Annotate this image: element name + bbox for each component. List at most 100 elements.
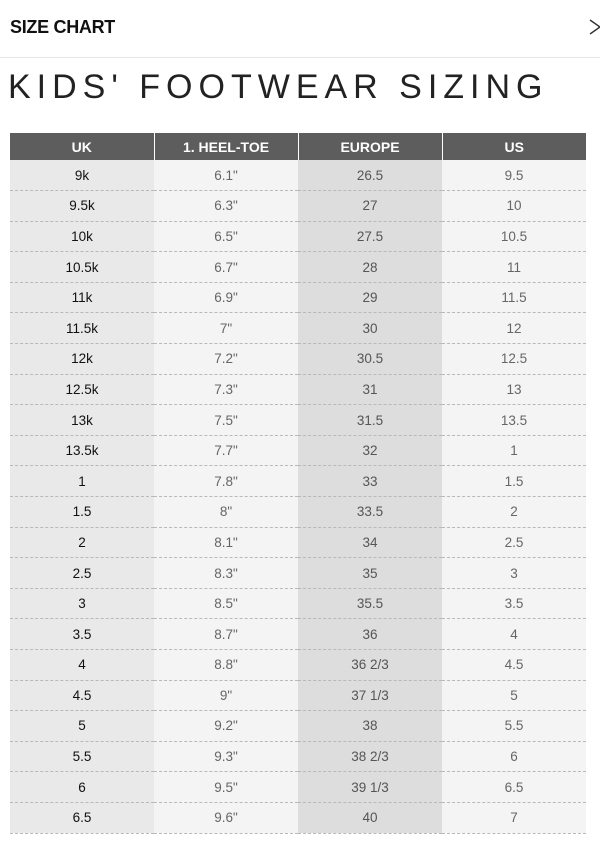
table-row: 1 7.8" 33 1.5 [10,465,586,498]
cell-uk: 2.5 [10,557,154,589]
cell-us: 12.5 [442,343,586,375]
cell-us: 1 [442,435,586,467]
column-header-us: US [442,133,586,160]
cell-heel-toe: 8.5" [154,588,298,620]
cell-europe: 31 [298,374,442,406]
cell-europe: 27 [298,190,442,222]
cell-heel-toe: 7.5" [154,404,298,436]
cell-uk: 6.5 [10,802,154,834]
cell-europe: 38 [298,710,442,742]
cell-europe: 36 [298,618,442,650]
cell-us: 10 [442,190,586,222]
cell-europe: 33 [298,465,442,498]
cell-uk: 2 [10,527,154,559]
size-table: UK 1. HEEL-TOE EUROPE US 9k 6.1" 26.5 9.5 9.… [10,133,586,834]
column-header-europe: EUROPE [298,133,443,160]
size-table-header: UK 1. HEEL-TOE EUROPE US [10,133,586,160]
cell-us: 13.5 [442,404,586,436]
cell-us: 6 [442,741,586,773]
cell-us: 11.5 [442,282,586,314]
cell-heel-toe: 7.8" [154,465,298,498]
cell-europe: 29 [298,282,442,314]
table-row: 12k 7.2" 30.5 12.5 [10,343,586,375]
cell-europe: 26.5 [298,160,442,192]
cell-uk: 6 [10,771,154,803]
cell-us: 2 [442,496,586,528]
cell-europe: 35 [298,557,442,589]
modal-title: SIZE CHART [10,17,116,37]
cell-us: 4.5 [442,649,586,681]
cell-uk: 1.5 [10,496,154,528]
cell-us: 13 [442,374,586,406]
cell-heel-toe: 7.7" [154,435,298,467]
cell-uk: 12k [10,343,154,375]
cell-uk: 9.5k [10,190,154,222]
cell-heel-toe: 8.1" [154,527,298,559]
cell-us: 2.5 [442,527,586,559]
cell-heel-toe: 7" [154,312,298,345]
cell-us: 12 [442,312,586,345]
cell-uk: 10.5k [10,251,154,283]
cell-uk: 4.5 [10,680,154,712]
cell-heel-toe: 7.3" [154,374,298,406]
table-row: 4.5 9" 37 1/3 5 [10,680,586,712]
close-button[interactable] [588,12,600,42]
cell-us: 3.5 [442,588,586,620]
cell-us: 9.5 [442,160,586,192]
cell-uk: 12.5k [10,374,154,406]
cell-heel-toe: 8.7" [154,618,298,650]
column-header-heel-toe: 1. HEEL-TOE [154,133,299,160]
table-row: 5.5 9.3" 38 2/3 6 [10,741,586,773]
cell-heel-toe: 8.8" [154,649,298,681]
cell-europe: 38 2/3 [298,741,442,773]
cell-uk: 10k [10,221,154,253]
cell-heel-toe: 8.3" [154,557,298,589]
table-row: 6 9.5" 39 1/3 6.5 [10,771,586,803]
table-row: 11k 6.9" 29 11.5 [10,282,586,314]
cell-europe: 37 1/3 [298,680,442,712]
table-row: 9k 6.1" 26.5 9.5 [10,160,586,192]
cell-europe: 32 [298,435,442,467]
cell-heel-toe: 6.3" [154,190,298,222]
table-row: 3 8.5" 35.5 3.5 [10,588,586,620]
cell-us: 11 [442,251,586,283]
cell-uk: 13.5k [10,435,154,467]
cell-europe: 31.5 [298,404,442,436]
cell-heel-toe: 9" [154,680,298,712]
cell-uk: 5 [10,710,154,742]
cell-us: 3 [442,557,586,589]
cell-europe: 40 [298,802,442,834]
cell-us: 10.5 [442,221,586,253]
cell-us: 1.5 [442,465,586,498]
cell-heel-toe: 8" [154,496,298,528]
cell-uk: 3 [10,588,154,620]
cell-heel-toe: 6.1" [154,160,298,192]
cell-uk: 11k [10,282,154,314]
cell-europe: 35.5 [298,588,442,620]
cell-heel-toe: 9.5" [154,771,298,803]
cell-heel-toe: 6.5" [154,221,298,253]
table-row: 9.5k 6.3" 27 10 [10,190,586,222]
cell-us: 6.5 [442,771,586,803]
cell-us: 7 [442,802,586,834]
cell-heel-toe: 6.9" [154,282,298,314]
table-row: 10k 6.5" 27.5 10.5 [10,221,586,253]
cell-europe: 39 1/3 [298,771,442,803]
table-row: 10.5k 6.7" 28 11 [10,251,586,283]
size-table-container: UK 1. HEEL-TOE EUROPE US 9k 6.1" 26.5 9.5 9.… [10,133,586,834]
cell-uk: 4 [10,649,154,681]
cell-uk: 3.5 [10,618,154,650]
cell-uk: 5.5 [10,741,154,773]
cell-europe: 33.5 [298,496,442,528]
cell-heel-toe: 9.6" [154,802,298,834]
table-row: 1.5 8" 33.5 2 [10,496,586,528]
table-row: 3.5 8.7" 36 4 [10,618,586,650]
column-header-uk: UK [10,133,155,160]
table-row: 4 8.8" 36 2/3 4.5 [10,649,586,681]
cell-uk: 13k [10,404,154,436]
table-row: 13.5k 7.7" 32 1 [10,435,586,467]
cell-europe: 28 [298,251,442,283]
cell-europe: 30.5 [298,343,442,375]
cell-europe: 34 [298,527,442,559]
cell-uk: 1 [10,465,154,498]
